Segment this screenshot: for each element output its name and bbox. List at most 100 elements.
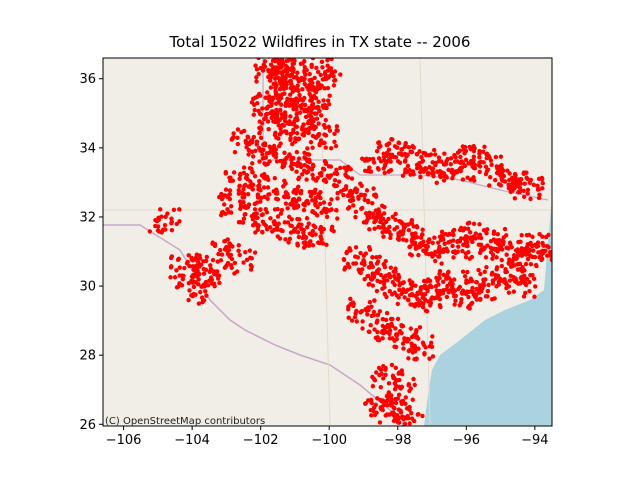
fire-point [465, 226, 471, 232]
fire-point [484, 264, 489, 270]
fire-point [482, 269, 487, 275]
fire-point [319, 59, 325, 65]
fire-point [302, 81, 307, 87]
fire-point [313, 187, 318, 193]
fire-point [355, 255, 361, 260]
fire-point [527, 279, 532, 285]
fire-point [291, 155, 296, 161]
fire-point [278, 126, 283, 131]
fire-point [387, 331, 392, 337]
fire-point [288, 223, 293, 228]
fire-point [223, 264, 228, 270]
fire-point [371, 405, 377, 410]
fire-point [317, 108, 322, 114]
fire-point [160, 227, 166, 232]
x-tick-label: −96 [453, 433, 480, 448]
fire-point [208, 263, 213, 268]
fire-point [375, 396, 380, 401]
fire-point [422, 297, 428, 302]
fire-point [219, 252, 225, 257]
fire-point [467, 303, 472, 309]
fire-point [269, 146, 274, 152]
fire-point [537, 231, 542, 237]
fire-point [504, 233, 509, 238]
fire-point [503, 269, 508, 275]
fire-point [367, 244, 372, 250]
fire-point [361, 258, 366, 263]
fire-point [274, 159, 280, 164]
fire-point [411, 172, 416, 177]
fire-point [352, 314, 358, 320]
fire-point [381, 154, 387, 160]
chart-title: Total 15022 Wildfires in TX state -- 200… [169, 33, 471, 51]
fire-point [413, 283, 418, 288]
fire-point [323, 133, 329, 138]
fire-point [310, 58, 315, 60]
fire-point [265, 90, 270, 95]
fire-point [321, 98, 326, 103]
fire-point [367, 227, 372, 232]
fire-point [325, 98, 331, 103]
fire-point [369, 313, 375, 319]
fire-point [279, 102, 284, 107]
fire-point [302, 162, 308, 168]
fire-point [543, 248, 548, 253]
fire-point [302, 102, 308, 108]
fire-point [385, 412, 390, 417]
fire-point [414, 162, 420, 168]
x-tick-label: −106 [106, 433, 142, 448]
fire-point [458, 154, 463, 160]
fire-point [533, 262, 539, 268]
fire-point [323, 51, 327, 55]
fire-point [261, 185, 267, 190]
fire-point [393, 400, 399, 406]
fire-point [463, 237, 468, 242]
fire-point [273, 130, 278, 136]
fire-point [401, 226, 407, 231]
fire-point [436, 249, 442, 255]
fire-point [253, 230, 258, 235]
fire-point [274, 189, 279, 194]
fire-point [493, 177, 498, 183]
fire-point [307, 231, 312, 236]
fire-point [237, 176, 242, 182]
fire-point [179, 273, 185, 278]
fire-point [422, 292, 427, 297]
fire-point [390, 373, 396, 378]
fire-point [511, 289, 517, 294]
fire-point [310, 101, 316, 107]
fire-point [231, 170, 237, 175]
fire-point [248, 267, 254, 272]
fire-point [392, 381, 397, 386]
fire-point [528, 196, 533, 202]
fire-point [279, 207, 285, 213]
fire-point [369, 304, 374, 309]
fire-point [528, 261, 534, 267]
fire-point [528, 273, 533, 278]
fire-point [371, 215, 376, 220]
fire-point [329, 227, 334, 233]
fire-point [460, 144, 466, 149]
fire-point [326, 124, 332, 130]
fire-point [430, 169, 436, 175]
fire-point [402, 421, 408, 426]
fire-point [379, 406, 384, 412]
fire-point [470, 285, 475, 291]
fire-point [363, 251, 369, 256]
fire-point [526, 232, 532, 238]
fire-point [525, 276, 530, 282]
fire-point [294, 149, 300, 155]
fire-point [294, 188, 300, 193]
fire-point [358, 250, 363, 256]
fire-point [286, 154, 291, 159]
fire-point [462, 242, 467, 247]
fire-point [519, 279, 524, 284]
fire-point [476, 163, 482, 168]
fire-point [493, 154, 499, 160]
fire-point [350, 197, 356, 203]
fire-point [288, 201, 293, 207]
fire-point [362, 168, 368, 173]
fire-point [282, 220, 287, 225]
fire-point [436, 254, 441, 259]
